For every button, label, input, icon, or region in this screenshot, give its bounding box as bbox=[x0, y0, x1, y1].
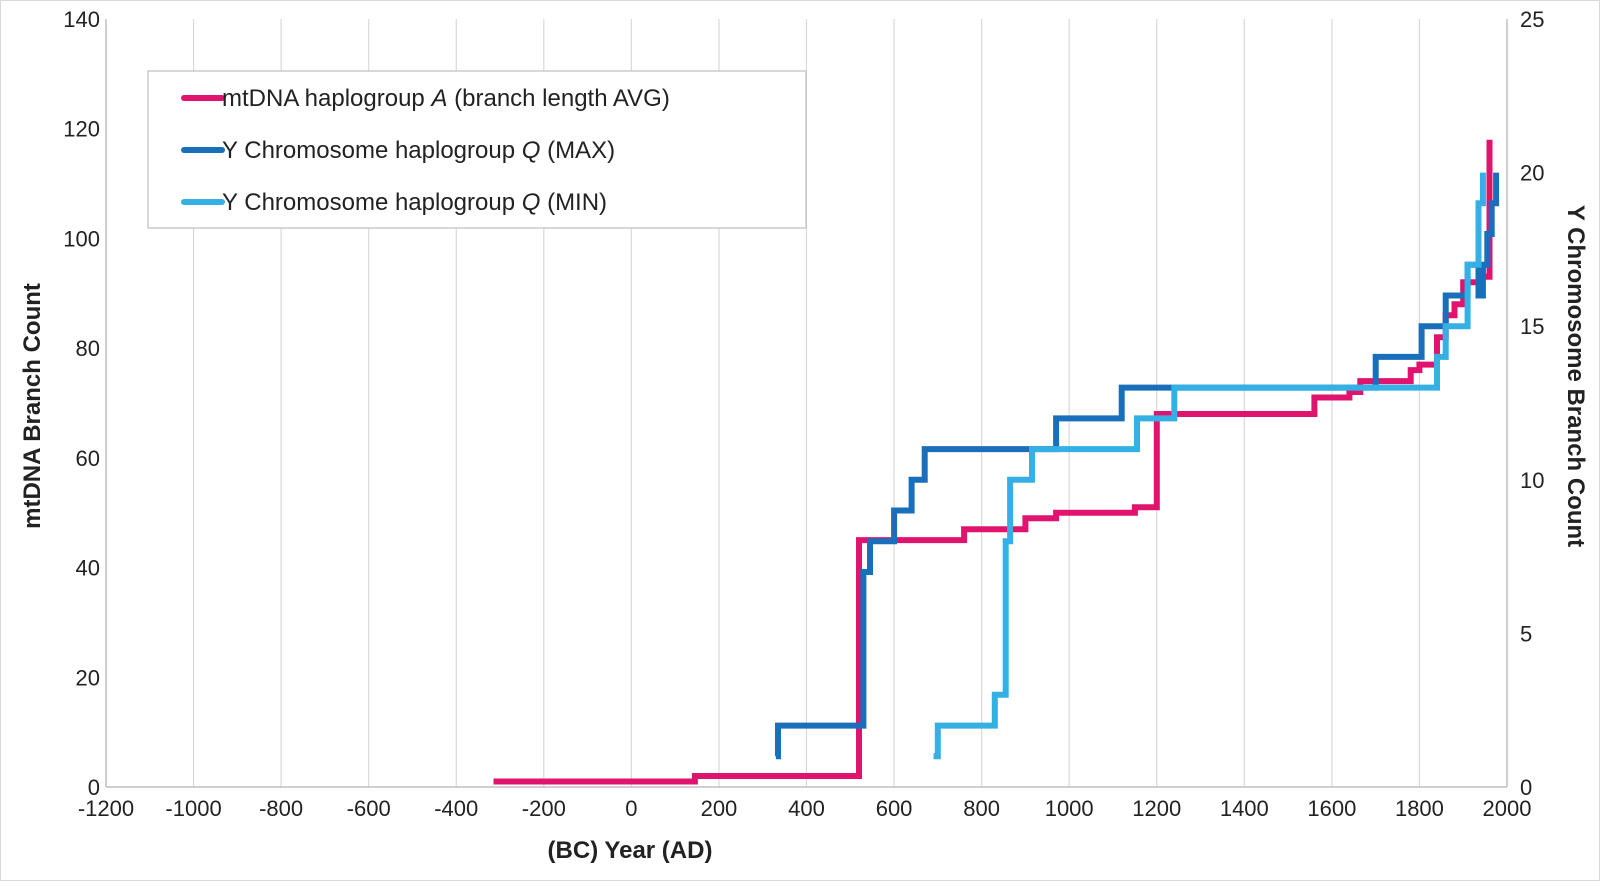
legend-label-part: Q bbox=[522, 137, 541, 164]
y2-tick-label: 15 bbox=[1520, 314, 1544, 339]
y2-tick-label: 0 bbox=[1520, 775, 1532, 800]
x-tick-label: 1400 bbox=[1220, 796, 1269, 821]
x-tick-label: 400 bbox=[788, 796, 825, 821]
y-axis-title: mtDNA Branch Count bbox=[19, 283, 46, 529]
x-tick-label: 2000 bbox=[1483, 796, 1532, 821]
legend-label-part: (MAX) bbox=[540, 137, 615, 164]
y-tick-label: 80 bbox=[76, 336, 100, 361]
x-tick-label: -600 bbox=[347, 796, 391, 821]
y-tick-label: 140 bbox=[63, 7, 100, 32]
tick-labels: -1200 -1000 -800 -600 -400 -200 0 200 400 600 800 1… bbox=[63, 7, 1544, 821]
x-tick-label: 0 bbox=[625, 796, 637, 821]
y-tick-label: 0 bbox=[88, 775, 100, 800]
y2-tick-label: 25 bbox=[1520, 7, 1544, 32]
legend-label-part: (branch length AVG) bbox=[447, 85, 669, 112]
x-tick-label: 1800 bbox=[1395, 796, 1444, 821]
legend-label-part: Q bbox=[522, 189, 541, 216]
legend-label: Y Chromosome haplogroup Q (MAX) bbox=[222, 137, 615, 164]
y-tick-label: 40 bbox=[76, 556, 100, 581]
legend-label: mtDNA haplogroup A (branch length AVG) bbox=[222, 85, 670, 112]
series-line bbox=[493, 139, 1493, 785]
legend: mtDNA haplogroup A (branch length AVG) Y … bbox=[147, 70, 807, 229]
legend-label-part: Y Chromosome haplogroup bbox=[222, 137, 522, 164]
y-tick-label: 60 bbox=[76, 446, 100, 471]
y-tick-label: 100 bbox=[63, 226, 100, 251]
y-tick-label: 120 bbox=[63, 117, 100, 142]
y2-tick-label: 5 bbox=[1520, 621, 1532, 646]
x-tick-label: -200 bbox=[522, 796, 566, 821]
legend-label-part: mtDNA haplogroup bbox=[222, 85, 431, 112]
x-tick-label: 1200 bbox=[1132, 796, 1181, 821]
x-tick-label: 200 bbox=[701, 796, 738, 821]
axes bbox=[105, 19, 1508, 788]
series-line bbox=[933, 172, 1486, 760]
legend-box bbox=[147, 70, 807, 229]
x-tick-label: 1600 bbox=[1307, 796, 1356, 821]
x-axis-title: (BC) Year (AD) bbox=[548, 837, 713, 864]
legend-label-part: Y Chromosome haplogroup bbox=[222, 189, 522, 216]
x-tick-label: 1000 bbox=[1045, 796, 1094, 821]
x-tick-label: -1200 bbox=[78, 796, 134, 821]
y2-tick-label: 10 bbox=[1520, 468, 1544, 493]
x-tick-label: 600 bbox=[876, 796, 913, 821]
y-tick-label: 20 bbox=[76, 665, 100, 690]
y2-tick-label: 20 bbox=[1520, 161, 1544, 186]
gridlines bbox=[192, 19, 1421, 787]
series-group bbox=[493, 139, 1500, 785]
legend-label-part: A bbox=[429, 85, 447, 112]
x-tick-label: -400 bbox=[434, 796, 478, 821]
legend-label: Y Chromosome haplogroup Q (MIN) bbox=[222, 189, 607, 216]
legend-label-part: (MIN) bbox=[540, 189, 607, 216]
x-tick-label: -1000 bbox=[165, 796, 221, 821]
x-tick-label: -800 bbox=[259, 796, 303, 821]
x-tick-label: 800 bbox=[963, 796, 1000, 821]
y2-axis-title: Y Chromosome Branch Count bbox=[1562, 205, 1589, 547]
